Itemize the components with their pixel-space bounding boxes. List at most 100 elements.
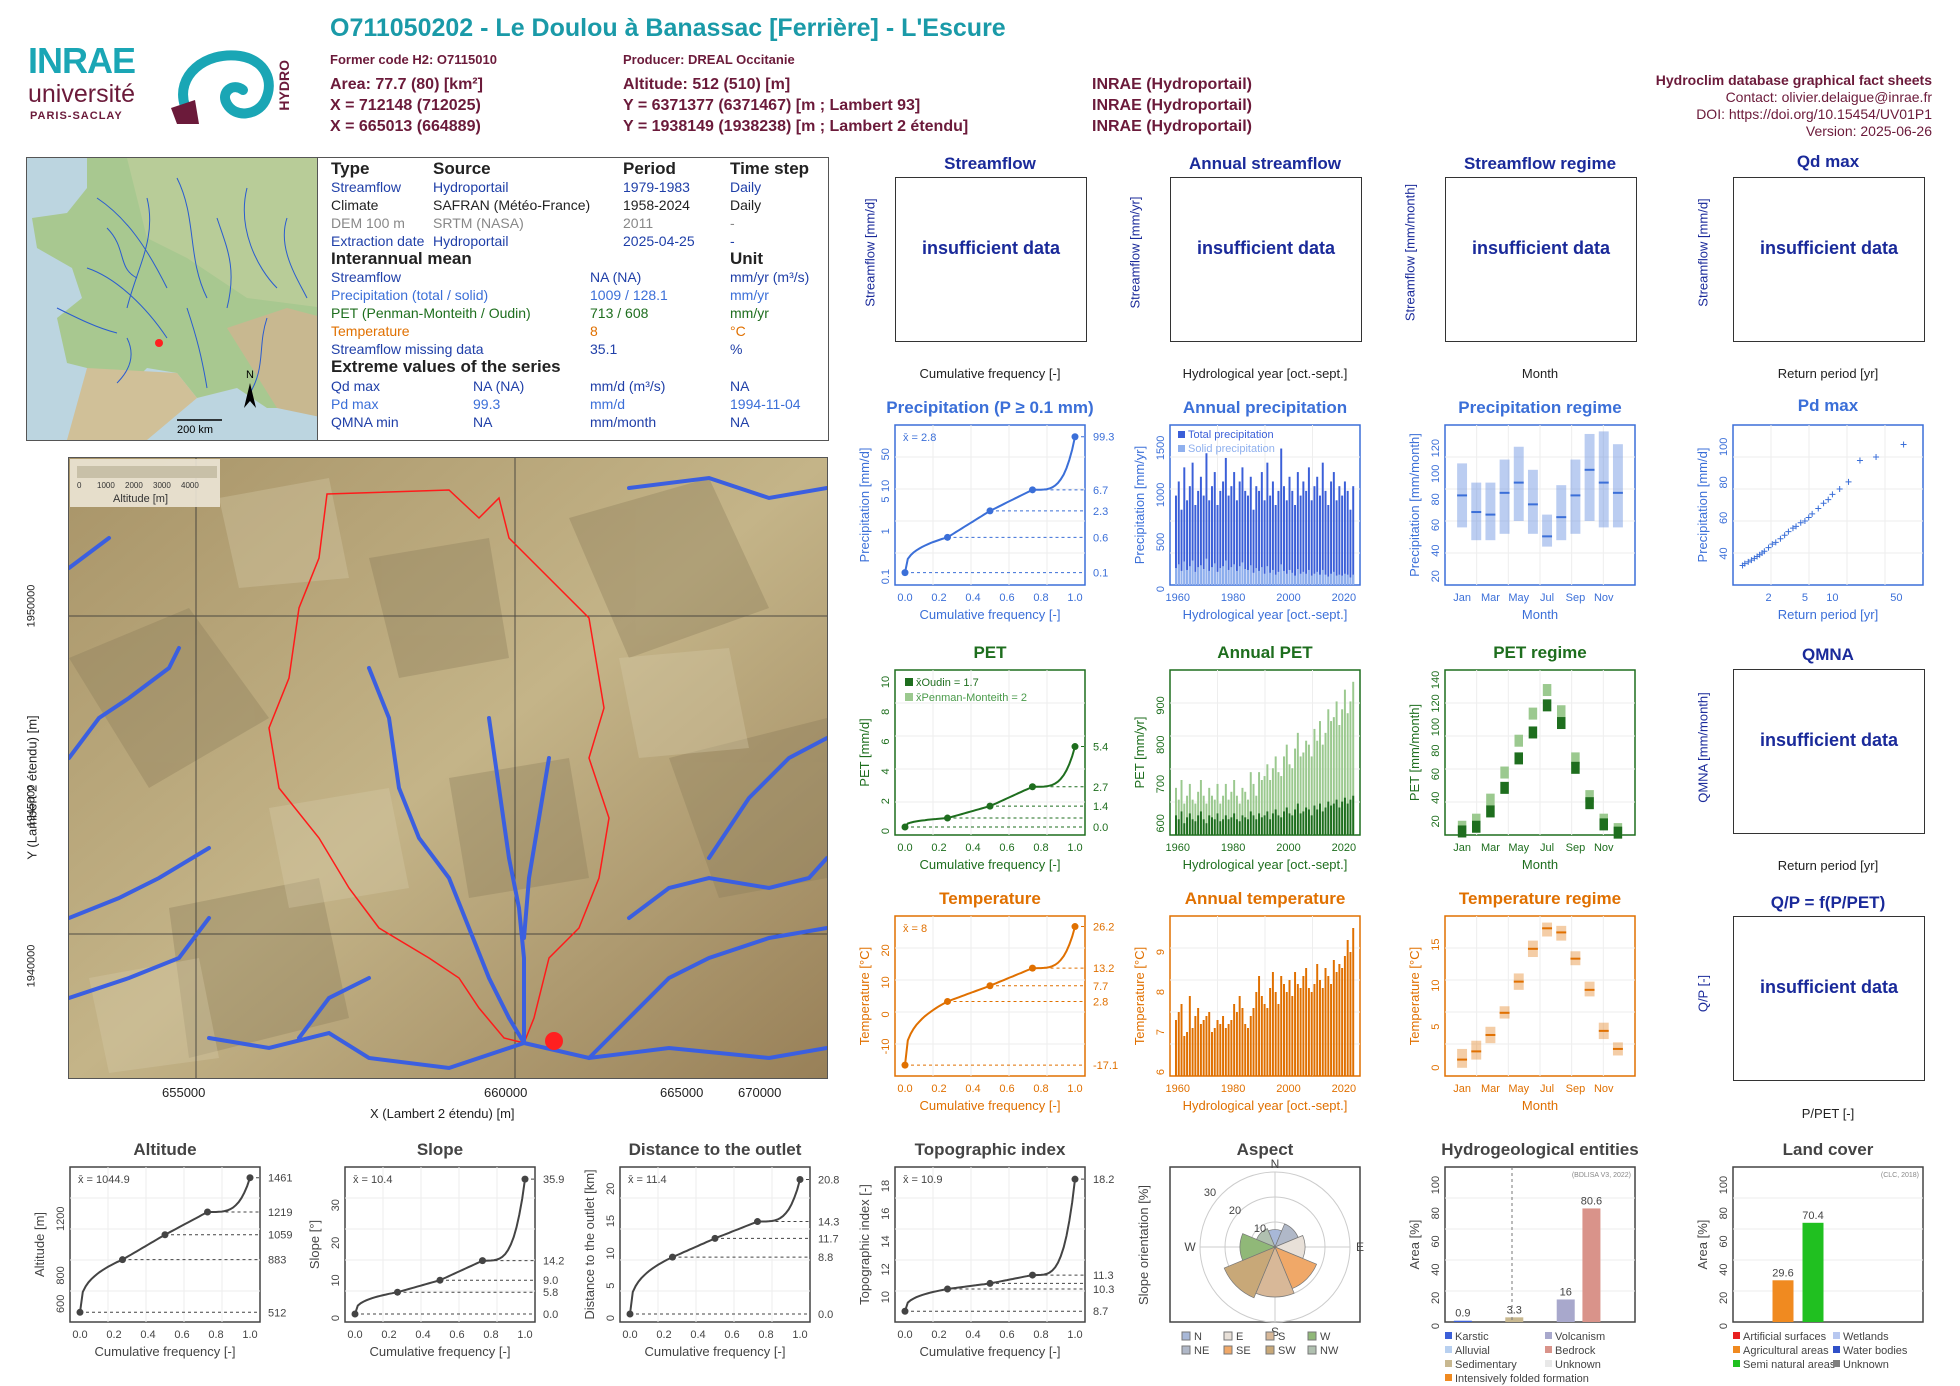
streamflow-regime-xlabel: Month <box>1521 366 1559 381</box>
precip-regime-box <box>1485 482 1496 541</box>
annual-precip-bar <box>1191 560 1194 585</box>
altitude-right-label: 512 <box>268 1307 286 1319</box>
annual-precip-bar <box>1346 490 1349 585</box>
topo-right-label: 11.3 <box>1093 1270 1114 1282</box>
dist-xtick: 0.2 <box>656 1329 671 1341</box>
altitude-xtick: 0.0 <box>72 1329 87 1341</box>
precip-regime-xlabel: Month <box>1522 607 1558 622</box>
altitude-quantile-point <box>119 1256 126 1264</box>
temp-regime-title: Temperature regime <box>1459 889 1621 908</box>
annual-streamflow-xlabel: Hydrological year [oct.-sept.] <box>1182 366 1348 381</box>
precip-xtick: 1.0 <box>1067 592 1082 604</box>
dist-xtick: 0.6 <box>724 1329 739 1341</box>
dist-xlabel: Cumulative frequency [-] <box>645 1344 786 1359</box>
annual-pet-xtick: 2020 <box>1332 842 1356 854</box>
alt-legend-tick-1: 1000 <box>97 481 115 490</box>
precip-regime-box <box>1598 431 1609 528</box>
annual-pet-bar <box>1175 787 1177 835</box>
annual-pet-bar <box>1202 795 1205 835</box>
inter-precip-unit: mm/yr <box>730 287 769 303</box>
precip-regime-box <box>1556 485 1567 541</box>
pdmax-xlabel: Return period [yr] <box>1778 607 1878 622</box>
annual-pet-bar <box>1227 819 1230 835</box>
annual-temp-bar <box>1175 1020 1177 1076</box>
annual-temp-bar <box>1247 1028 1249 1076</box>
qp-xlabel: P/PET [-] <box>1801 1106 1855 1121</box>
aspect-legend-SE: SE <box>1236 1345 1251 1357</box>
pdmax-point <box>1777 535 1784 542</box>
annual-pet-bar <box>1252 815 1255 835</box>
annual-precip-bar <box>1324 490 1327 585</box>
precip-mean: x̄ = 2.8 <box>903 432 936 444</box>
annual-pet-bar <box>1294 748 1297 835</box>
altitude-ylabel: Altitude [m] <box>32 1212 47 1277</box>
altitude-title: Altitude <box>133 1140 196 1159</box>
meta-doi[interactable]: DOI: https://doi.org/10.15454/UV01P1 <box>1696 106 1932 122</box>
precip-regime-xtick: May <box>1508 592 1529 604</box>
annual-pet-bar <box>1316 809 1319 835</box>
annual-pet-bar <box>1205 823 1208 835</box>
dist-xtick: 0.4 <box>690 1329 705 1341</box>
annual-pet-bar <box>1252 783 1255 835</box>
annual-precip-bar <box>1249 476 1252 585</box>
precip-ytick: 1 <box>880 528 892 534</box>
qdmax-plot: insufficient data <box>1733 177 1925 342</box>
annual-precip-bar <box>1332 571 1335 585</box>
meta-contact[interactable]: Contact: olivier.delaigue@inrae.fr <box>1725 89 1932 105</box>
slope-xtick: 0.4 <box>415 1329 430 1341</box>
dist-ytick: 15 <box>605 1215 617 1227</box>
annual-precip-bar <box>1291 572 1294 585</box>
topo-quantile-point <box>944 1285 951 1293</box>
annual-precip-bar <box>1255 568 1258 585</box>
source-2: INRAE (Hydroportail) <box>1092 97 1252 114</box>
pet-regime-box-oudin <box>1486 805 1495 818</box>
aspect-label-e: E <box>1356 1240 1364 1254</box>
annual-temp-bar <box>1255 992 1258 1076</box>
annual-pet-ylabel: PET [mm/yr] <box>1132 717 1147 789</box>
altitude-xtick: 1.0 <box>242 1329 257 1341</box>
annual-pet-bar <box>1271 813 1274 835</box>
annual-temp-ytick: 7 <box>1155 1029 1167 1035</box>
pet-ytick: 8 <box>880 709 892 715</box>
pdmax-point <box>1873 454 1880 460</box>
annual-precip-bar <box>1188 566 1191 585</box>
annual-temp-bar <box>1349 952 1352 1076</box>
annual-pet-bar <box>1186 795 1189 835</box>
info-header-type: Type <box>331 159 370 178</box>
precip-regime-box <box>1542 514 1553 547</box>
annual-precip-bar <box>1216 571 1219 585</box>
map-xlabel: X (Lambert 2 étendu) [m] <box>370 1106 515 1121</box>
pdmax-xtick: 5 <box>1802 592 1808 604</box>
annual-precip-bar <box>1205 558 1208 585</box>
annual-temp-bar <box>1316 964 1319 1076</box>
annual-precip-bar <box>1319 574 1321 585</box>
slope-xtick: 1.0 <box>517 1329 532 1341</box>
annual-precip-bar <box>1211 486 1213 585</box>
topo-quantile-point <box>986 1279 994 1287</box>
annual-precip-bar <box>1341 575 1344 585</box>
annual-precip-bar <box>1199 565 1202 585</box>
temp-right-label: 13.2 <box>1093 963 1114 975</box>
streamflow-regime-plot: insufficient data <box>1445 177 1637 342</box>
info-header-source: Source <box>433 159 491 178</box>
annual-pet-bar <box>1291 815 1294 835</box>
annual-pet-bar <box>1283 756 1285 835</box>
streamflow-regime-title: Streamflow regime <box>1463 154 1617 173</box>
topo-xtick: 0.6 <box>999 1329 1014 1341</box>
annual-precip-ytick: 500 <box>1155 533 1167 551</box>
pet-regime-box-pm <box>1571 752 1580 765</box>
hydrogeo-ytick: 0 <box>1430 1323 1442 1329</box>
streamflow-regime-msg: insufficient data <box>1471 238 1610 258</box>
pet-xtick: 0.4 <box>965 842 980 854</box>
topo-quantile-point <box>1071 1175 1079 1183</box>
annual-pet-bar <box>1296 732 1299 835</box>
pet-ytick: 0 <box>880 828 892 834</box>
annual-precip-bar <box>1266 566 1269 585</box>
annual-precip-bar <box>1338 486 1341 585</box>
annual-pet-bar <box>1335 701 1338 835</box>
annual-pet-bar <box>1188 813 1191 835</box>
pet-legend-oudin-swatch <box>905 678 913 686</box>
annual-pet-bar <box>1194 821 1197 835</box>
pdmax-ytick: 80 <box>1718 476 1730 488</box>
pet-regime-box-pm <box>1542 684 1552 697</box>
